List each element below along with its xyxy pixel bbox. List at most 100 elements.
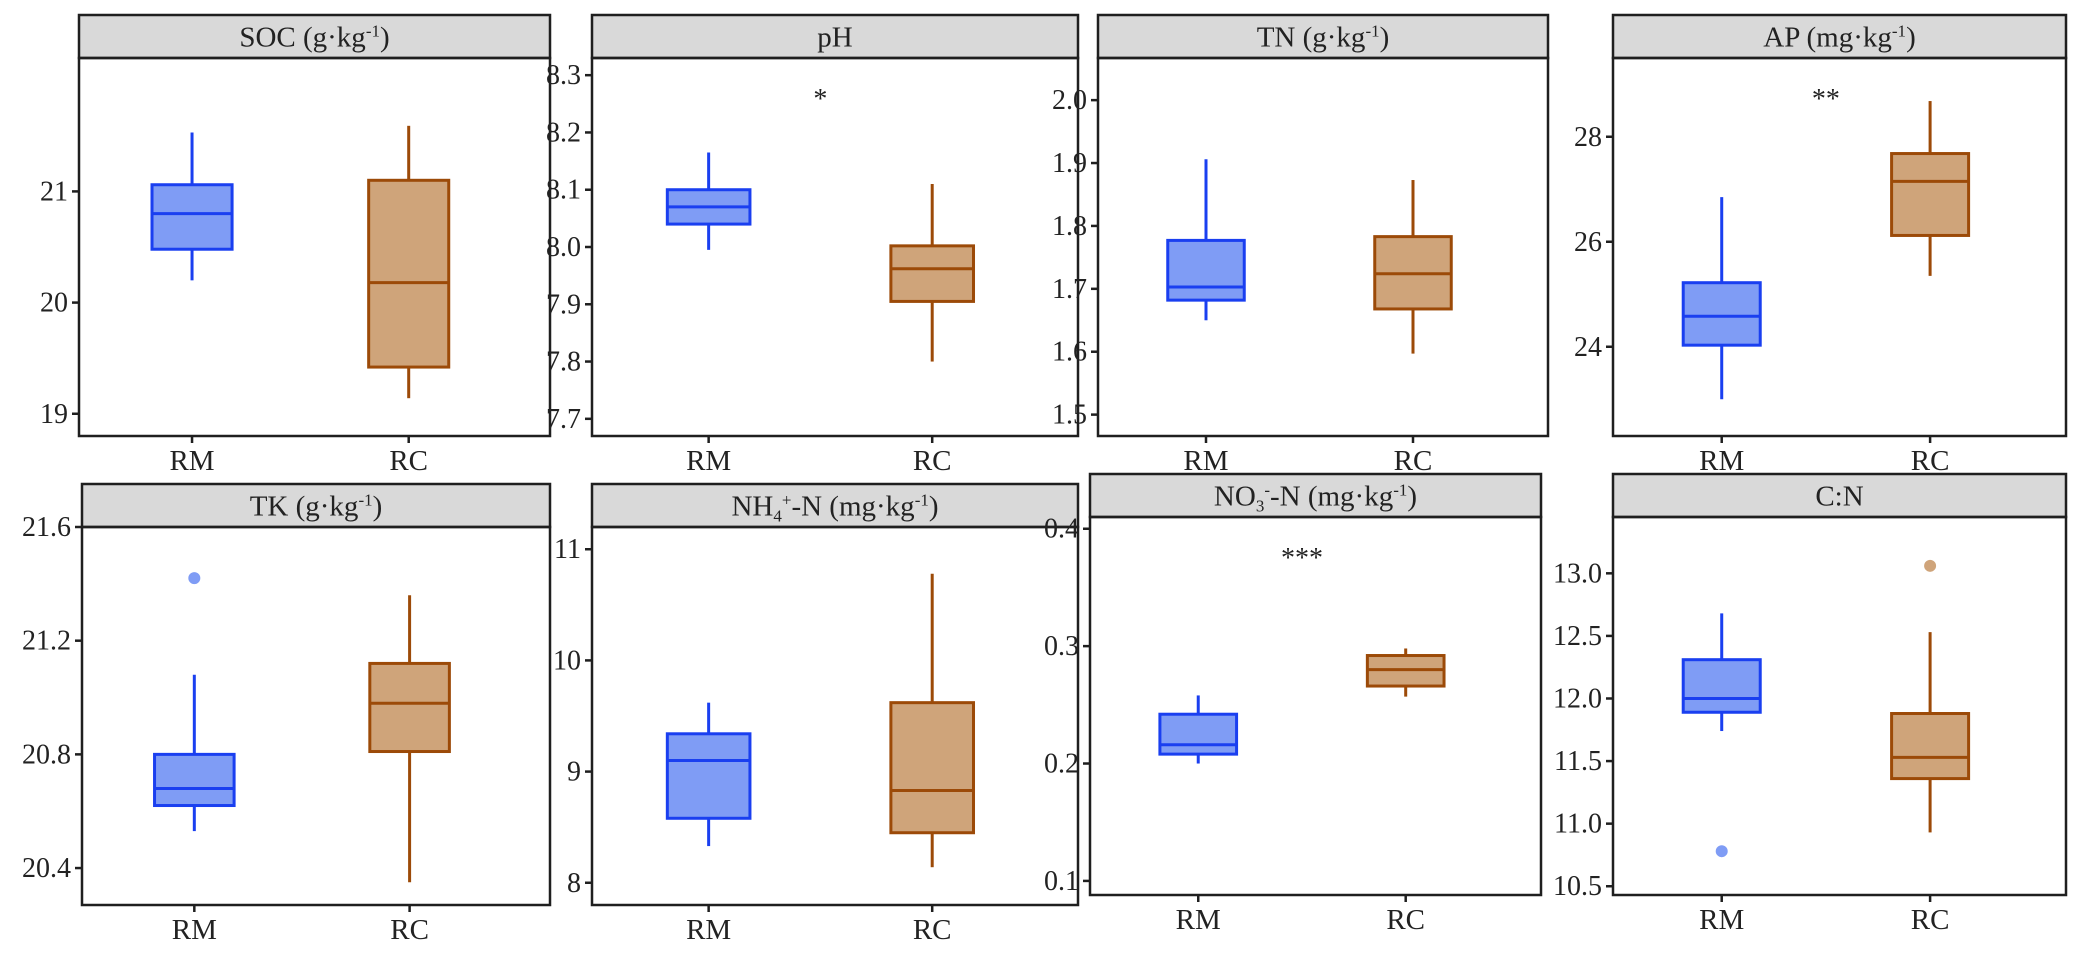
y-tick-label: 20.4: [22, 853, 71, 884]
x-category-label: RM: [172, 914, 217, 946]
box-iqr: [367, 178, 451, 369]
y-tick-label: 0.4: [1044, 514, 1079, 545]
panel-strip: [1088, 472, 1543, 519]
y-tick-label: 8: [567, 868, 581, 899]
box-rm: [1681, 197, 1762, 400]
x-category-label: RM: [686, 914, 731, 946]
panel-title: TK (g·kg-1): [250, 491, 383, 523]
panel-1: SOC (g·kg-1) 19 20 21 RM RC: [40, 13, 552, 477]
x-category-label: RC: [390, 914, 429, 946]
panel-title: pH: [817, 22, 853, 54]
x-category-label: RC: [1394, 445, 1433, 477]
box-iqr: [889, 701, 976, 835]
box-rm: [1158, 695, 1239, 764]
y-tick-label: 21.6: [22, 512, 71, 543]
y-tick-label: 1.9: [1052, 148, 1087, 179]
y-tick-label: 1.7: [1052, 274, 1087, 305]
box-rm: [665, 152, 752, 250]
y-tick-label: 9: [567, 757, 581, 788]
box-rm: [153, 572, 236, 832]
panel-title: AP (mg·kg-1): [1763, 22, 1915, 54]
box-rm: [150, 132, 234, 281]
panel-frame: [1611, 56, 2068, 438]
panel-strip: [77, 13, 552, 60]
box-rm: [665, 702, 752, 847]
y-tick-label: 8.1: [546, 175, 581, 206]
panel-2: pH 7.7 7.8 7.9 8.0 8.1 8.2 8.3 RM RC *: [546, 13, 1080, 477]
x-category-label: RM: [1176, 904, 1221, 936]
panel-frame: [1096, 56, 1550, 438]
box-iqr: [368, 661, 451, 754]
box-iqr: [1166, 238, 1246, 302]
outlier-point: [1924, 559, 1937, 572]
box-iqr: [1681, 281, 1762, 347]
y-tick-label: 11: [554, 534, 581, 565]
panel-strip: [1611, 13, 2068, 60]
x-category-label: RM: [1699, 904, 1744, 936]
panel-3: TN (g·kg-1) 1.5 1.6 1.7 1.8 1.9 2.0 RM RC: [1052, 13, 1550, 477]
y-tick-label: 7.9: [546, 289, 581, 320]
panel-frame: [77, 56, 552, 438]
y-tick-label: 2.0: [1052, 85, 1087, 116]
panel-frame: [1088, 515, 1543, 897]
panel-4: AP (mg·kg-1) 24 26 28 RM RC **: [1574, 13, 2068, 477]
y-tick-label: 26: [1574, 227, 1602, 258]
panel-title: TN (g·kg-1): [1257, 22, 1390, 54]
panel-title: SOC (g·kg-1): [239, 22, 389, 54]
y-tick-label: 1.6: [1052, 337, 1087, 368]
y-tick-label: 20.8: [22, 739, 71, 770]
panel-5: TK (g·kg-1) 20.4 20.8 21.2 21.6 RM RC: [22, 482, 552, 946]
y-tick-label: 11.0: [1554, 809, 1602, 840]
panel-strip: [1611, 472, 2068, 519]
significance-mark: **: [1812, 84, 1840, 115]
y-tick-label: 12.5: [1553, 621, 1602, 652]
box-iqr: [153, 752, 236, 808]
panel-title: NH4+-N (mg·kg-1): [731, 491, 938, 526]
y-tick-label: 7.7: [546, 404, 581, 435]
panel-7: NO3--N (mg·kg-1) 0.1 0.2 0.3 0.4 RM RC ***: [1044, 472, 1543, 936]
box-iqr: [1158, 712, 1239, 756]
y-tick-label: 1.5: [1052, 400, 1087, 431]
outlier-point: [188, 572, 201, 585]
panel-title: C:N: [1815, 481, 1863, 513]
y-tick-label: 7.8: [546, 347, 581, 378]
panel-strip: [1096, 13, 1550, 60]
x-category-label: RC: [389, 445, 428, 477]
box-rc: [889, 184, 976, 362]
box-rc: [1890, 101, 1971, 276]
significance-mark: *: [813, 84, 827, 115]
panel-title: NO3--N (mg·kg-1): [1214, 481, 1417, 516]
x-category-label: RC: [1386, 904, 1425, 936]
x-category-label: RC: [1911, 445, 1950, 477]
box-iqr: [150, 183, 234, 251]
x-category-label: RC: [913, 914, 952, 946]
box-iqr: [889, 244, 976, 303]
box-rc: [368, 595, 451, 883]
box-rm: [1681, 613, 1762, 858]
panel-strip: [590, 482, 1080, 529]
box-iqr: [665, 732, 752, 820]
box-iqr: [1681, 658, 1762, 714]
box-iqr: [1890, 152, 1971, 237]
y-tick-label: 1.8: [1052, 211, 1087, 242]
box-rc: [367, 125, 451, 399]
y-tick-label: 21: [40, 176, 68, 207]
box-rc: [1373, 180, 1453, 354]
y-tick-label: 8.0: [546, 232, 581, 263]
x-category-label: RC: [1911, 904, 1950, 936]
panel-frame: [1611, 515, 2068, 897]
y-tick-label: 19: [40, 399, 68, 430]
x-category-label: RM: [169, 445, 214, 477]
y-tick-label: 11.5: [1554, 746, 1602, 777]
x-category-label: RM: [1183, 445, 1228, 477]
box-rm: [1166, 159, 1246, 321]
y-tick-label: 28: [1574, 122, 1602, 153]
panel-8: C:N 10.5 11.0 11.5 12.0 12.5 13.0 RM RC: [1553, 472, 2068, 936]
y-tick-label: 8.3: [546, 60, 581, 91]
panel-6: NH4+-N (mg·kg-1) 8 9 10 11 RM RC: [553, 482, 1080, 946]
box-iqr: [1890, 712, 1971, 781]
box-rc: [889, 573, 976, 868]
panel-frame: [80, 525, 552, 907]
x-category-label: RM: [686, 445, 731, 477]
